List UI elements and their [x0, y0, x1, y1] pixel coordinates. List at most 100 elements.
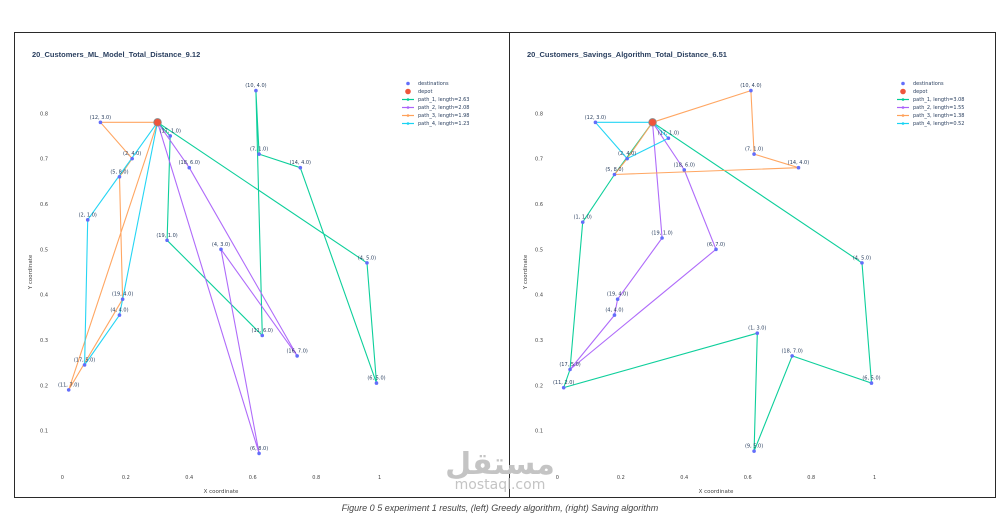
- destination-label: (6, 5.0): [367, 376, 385, 382]
- x-tick-label: 0.8: [312, 475, 320, 481]
- x-tick-label: 0.2: [617, 475, 625, 481]
- legend-label: path_4, length=0.52: [913, 121, 965, 127]
- destination-label: (12, 3.0): [90, 115, 111, 121]
- destination-label: (17, 5.0): [559, 362, 580, 368]
- y-tick-label: 0.6: [40, 202, 48, 208]
- destination-point: [612, 172, 617, 177]
- legend-label: path_1, length=3.08: [913, 97, 965, 103]
- destination-point: [298, 165, 303, 170]
- destination-point: [615, 297, 620, 302]
- x-axis-label: X coordinate: [699, 489, 734, 495]
- legend-symbol-marker-path-1: [901, 98, 905, 101]
- y-tick-label: 0.8: [40, 111, 48, 117]
- destination-point: [752, 449, 756, 453]
- destination-point: [714, 247, 718, 252]
- destination-point: [796, 165, 801, 170]
- destination-label: (19, 4.0): [112, 292, 133, 298]
- destination-point: [257, 152, 261, 156]
- destination-point: [254, 88, 258, 93]
- y-tick-label: 0.3: [535, 338, 543, 344]
- y-tick-label: 0.1: [40, 429, 48, 435]
- destination-label: (16, 7.0): [286, 348, 307, 354]
- route-line-path-2: [156, 121, 298, 454]
- destination-point: [98, 120, 103, 125]
- x-tick-label: 0.6: [744, 475, 752, 481]
- x-tick-label: 0.4: [185, 475, 193, 481]
- destination-point: [165, 238, 169, 243]
- destination-point: [682, 168, 687, 172]
- legend-label: depot: [913, 89, 927, 95]
- destination-point: [130, 156, 134, 161]
- legend-label: path_3, length=1.98: [418, 113, 470, 119]
- destination-label: (10, 4.0): [740, 83, 761, 89]
- route-line-path-3: [613, 90, 800, 176]
- destination-label: (5, 8.0): [110, 169, 128, 175]
- destination-label: (19, 1.0): [651, 230, 672, 236]
- y-tick-label: 0.2: [535, 383, 543, 389]
- x-tick-label: 1: [873, 475, 876, 481]
- destination-point: [625, 156, 629, 161]
- route-line-path-2: [569, 121, 717, 371]
- legend-label: path_2, length=1.55: [913, 105, 965, 111]
- watermark-arabic: مستقل: [445, 447, 555, 482]
- destination-label: (17, 1.0): [658, 131, 679, 137]
- watermark-latin: mostaql.com: [454, 477, 546, 493]
- chart-title: 20_Customers_ML_Model_Total_Distance_9.1…: [32, 50, 200, 59]
- chart-title: 20_Customers_Savings_Algorithm_Total_Dis…: [527, 50, 727, 59]
- savings-algorithm-route-chart: 20_Customers_Savings_Algorithm_Total_Dis…: [523, 50, 965, 495]
- destination-point: [257, 451, 261, 456]
- y-tick-label: 0.1: [535, 429, 543, 435]
- legend-label: destinations: [913, 81, 944, 87]
- x-tick-label: 0: [556, 475, 559, 481]
- destination-label: (19, 1.0): [156, 233, 177, 239]
- route-line-path-1: [157, 90, 378, 384]
- depot-marker: [153, 118, 162, 127]
- y-tick-label: 0.2: [40, 383, 48, 389]
- x-tick-label: 0.6: [249, 475, 257, 481]
- x-tick-label: 0.4: [680, 475, 688, 481]
- x-tick-label: 1: [378, 475, 381, 481]
- destination-point: [120, 297, 125, 302]
- legend-symbol-depot: [405, 88, 411, 95]
- destination-label: (18, 6.0): [674, 162, 695, 168]
- destination-label: (2, 4.0): [618, 151, 636, 157]
- destination-label: (17, 1.0): [160, 128, 181, 134]
- legend-symbol-marker-path-4: [406, 122, 410, 125]
- destination-label: (10, 4.0): [245, 83, 266, 89]
- x-tick-label: 0.2: [122, 475, 130, 481]
- figure-caption: Figure 0 5 experiment 1 results, (left) …: [341, 503, 659, 513]
- legend-symbol-marker-path-4: [901, 122, 905, 125]
- legend-symbol-marker-path-3: [901, 114, 905, 117]
- destination-label: (7, 1.0): [250, 147, 268, 153]
- watermark: مستقل mostaql.com: [430, 447, 570, 493]
- destination-label: (2, 1.0): [79, 212, 97, 218]
- destination-label: (11, 6.0): [252, 328, 273, 334]
- legend-label: path_4, length=1.23: [418, 121, 470, 127]
- legend-label: path_2, length=2.08: [418, 105, 470, 111]
- legend-label: depot: [418, 89, 432, 95]
- legend-symbol-depot: [900, 88, 906, 95]
- destination-point: [260, 333, 265, 338]
- destination-label: (19, 4.0): [607, 292, 628, 298]
- destination-label: (5, 8.0): [605, 167, 623, 173]
- destination-label: (4, 5.0): [358, 255, 376, 261]
- destination-label: (12, 3.0): [585, 115, 606, 121]
- ml-model-route-chart: 20_Customers_ML_Model_Total_Distance_9.1…: [28, 50, 470, 495]
- destination-point: [117, 313, 122, 317]
- depot-marker: [648, 118, 657, 127]
- y-tick-label: 0.5: [535, 247, 543, 253]
- legend-label: destinations: [418, 81, 449, 87]
- destination-point: [117, 174, 122, 179]
- destination-label: (2, 4.0): [123, 151, 141, 157]
- destination-label: (4, 4.0): [605, 308, 623, 314]
- legend-symbol-marker-path-2: [901, 106, 905, 109]
- destination-label: (6, 7.0): [707, 242, 725, 248]
- y-tick-label: 0.4: [40, 293, 48, 299]
- y-tick-label: 0.4: [535, 293, 543, 299]
- destination-point: [790, 354, 794, 358]
- destination-label: (7, 1.0): [745, 147, 763, 153]
- y-axis-label: Y coordinate: [523, 254, 529, 290]
- destination-point: [666, 136, 671, 141]
- destination-point: [374, 381, 379, 385]
- destination-label: (14, 4.0): [290, 160, 311, 166]
